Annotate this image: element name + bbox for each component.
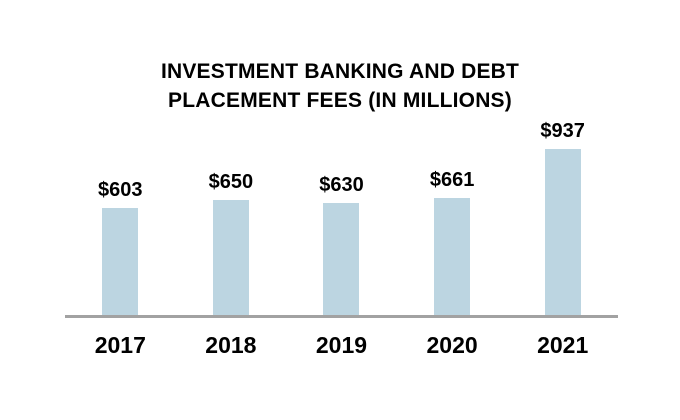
x-axis-label-2018: 2018 xyxy=(205,332,257,358)
bar-column-2021: $937 xyxy=(507,120,618,315)
x-axis-line xyxy=(65,315,618,318)
x-axis-label-2017: 2017 xyxy=(94,332,146,358)
value-label-2017: $603 xyxy=(98,179,143,201)
bar-2017 xyxy=(102,208,139,315)
chart-title-line-2: PLACEMENT FEES (IN MILLIONS) xyxy=(168,89,512,112)
bar-2019 xyxy=(323,203,360,315)
value-label-2018: $650 xyxy=(208,171,254,193)
x-axis-label-2020: 2020 xyxy=(426,332,478,358)
bar-column-2018: $650 xyxy=(176,120,287,315)
x-axis-labels-row: 2017 2018 2019 2020 2021 xyxy=(65,332,618,359)
x-axis-label-2019: 2019 xyxy=(315,332,368,358)
x-axis-label-2021: 2021 xyxy=(537,332,589,358)
value-label-2021: $937 xyxy=(540,120,585,142)
bars-row: $603 $650 $630 $661 $937 xyxy=(65,120,618,315)
bar-2018 xyxy=(212,200,249,315)
bar-column-2020: $661 xyxy=(397,120,508,315)
value-label-2020: $661 xyxy=(429,169,475,191)
chart-title-line-1: INVESTMENT BANKING AND DEBT xyxy=(160,60,520,83)
bar-column-2017: $603 xyxy=(65,120,176,315)
bar-column-2019: $630 xyxy=(286,120,397,315)
bar-2021 xyxy=(544,149,581,315)
chart-title: INVESTMENT BANKING AND DEBT PLACEMENT FE… xyxy=(0,57,680,115)
bar-2020 xyxy=(434,198,471,315)
value-label-2019: $630 xyxy=(319,174,364,196)
plot-area: $603 $650 $630 $661 $937 2017 2018 2019 2020 202… xyxy=(65,120,618,370)
